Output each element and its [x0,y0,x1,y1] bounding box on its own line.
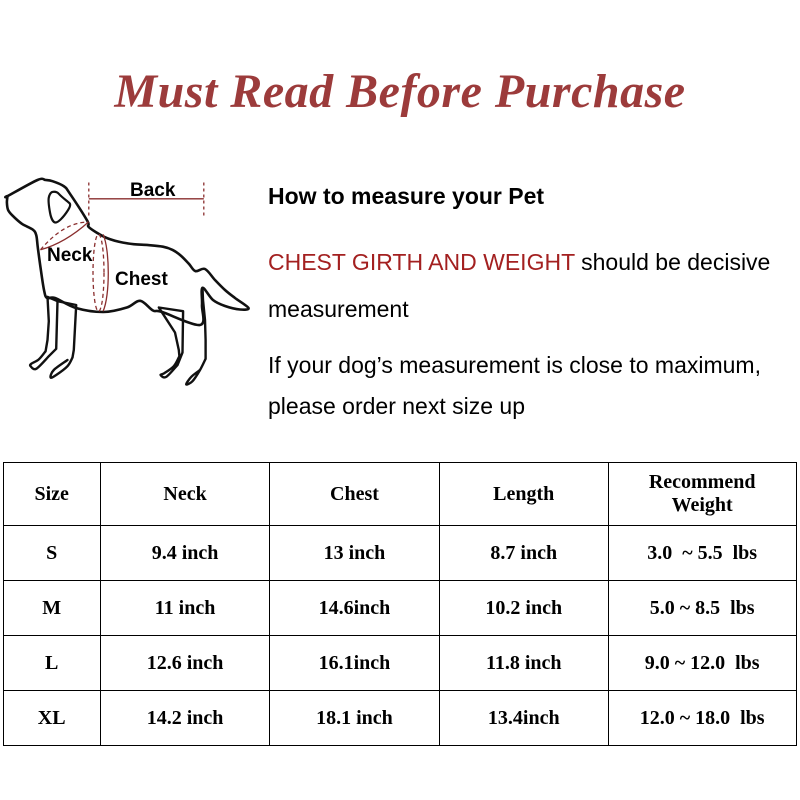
svg-text:Back: Back [130,180,176,201]
svg-text:Neck: Neck [47,245,93,266]
svg-text:Chest: Chest [115,269,168,290]
